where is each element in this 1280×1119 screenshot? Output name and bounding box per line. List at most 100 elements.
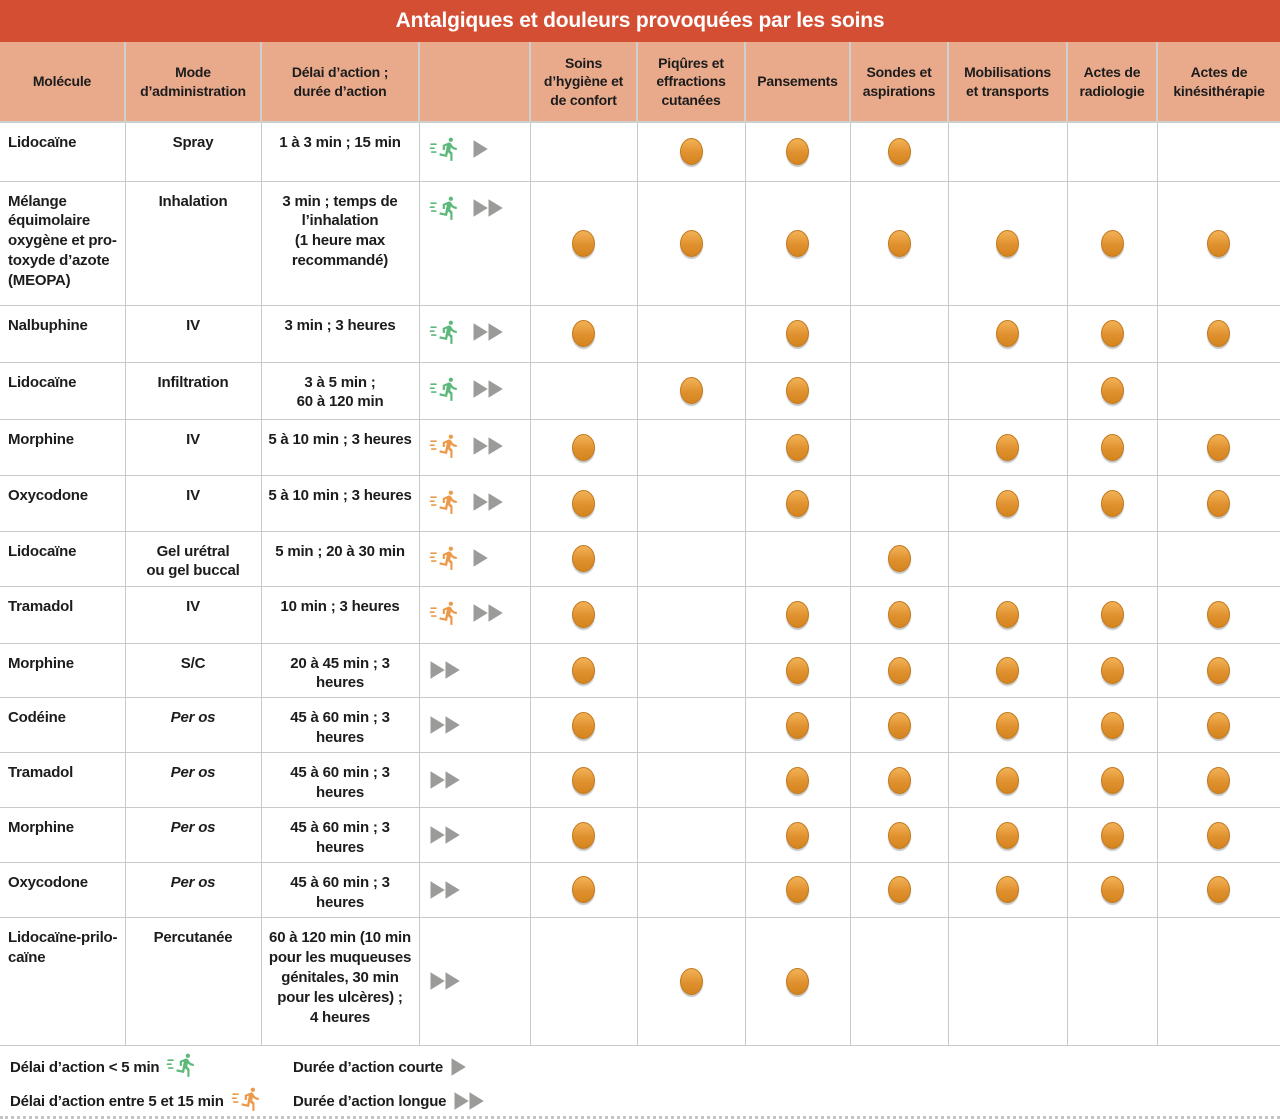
care-indication-cell — [849, 585, 949, 644]
fast-runner-icon — [429, 377, 457, 401]
antalgiques-table: Molécule Mode d’administration Délai d’a… — [0, 42, 1280, 1046]
care-indication-cell — [529, 752, 638, 809]
care-indication-cell — [947, 180, 1068, 306]
indication-dot — [996, 433, 1019, 461]
care-indication-cell — [947, 304, 1068, 363]
indication-dot — [679, 377, 703, 404]
table-row: Lidocaïne Infiltration 3 à 5 min ; 60 à 12… — [0, 361, 1280, 420]
table-body: Lidocaïne Spray 1 à 3 min ; 15 min Mélange… — [0, 121, 1280, 1046]
care-indication-cell — [529, 585, 638, 644]
care-indication-cell — [1066, 180, 1158, 306]
duration-triangle-icon — [445, 972, 460, 991]
care-indication-cell — [529, 916, 638, 1046]
care-indication-cell — [744, 752, 851, 809]
indication-dot — [996, 601, 1019, 628]
indication-dot — [786, 821, 809, 849]
short-duration-icon — [472, 139, 489, 159]
col-header-sondes: Sondes et aspirations — [849, 42, 949, 123]
medium-runner-icon — [429, 490, 457, 514]
icon-group — [429, 660, 530, 680]
care-indication-cell — [849, 752, 949, 809]
care-indication-cell — [947, 752, 1068, 809]
medium-runner-icon — [429, 546, 457, 570]
molecule-cell: Lidocaïne — [0, 121, 126, 182]
indication-dot — [679, 138, 703, 166]
speed-duration-icons-cell — [418, 530, 531, 587]
care-indication-cell — [1156, 180, 1280, 306]
duration-triangle-icon — [473, 492, 488, 511]
speed-duration-icons-cell — [418, 121, 531, 182]
care-indication-cell — [849, 180, 949, 306]
care-indication-cell — [636, 752, 746, 809]
care-indication-cell — [1156, 121, 1280, 182]
care-indication-cell — [529, 180, 638, 306]
care-indication-cell — [1156, 752, 1280, 809]
duration-triangle-icon — [430, 661, 445, 680]
mode-cell: Spray — [124, 121, 262, 182]
indication-dot — [786, 377, 809, 404]
legend-item-long: Durée d’action longue — [293, 1087, 485, 1116]
care-indication-cell — [636, 361, 746, 420]
short-duration-icon — [472, 548, 489, 568]
speed-duration-icons-cell — [418, 304, 531, 363]
long-duration-icon — [472, 379, 504, 399]
indication-dot — [786, 601, 809, 628]
duration-triangle-icon — [445, 716, 460, 735]
table-row: Lidocaïne Spray 1 à 3 min ; 15 min — [0, 121, 1280, 182]
care-indication-cell — [744, 642, 851, 699]
care-indication-cell — [529, 361, 638, 420]
mode-cell: Per os — [124, 752, 262, 809]
legend-item-medium: Délai d’action entre 5 et 15 min — [10, 1087, 293, 1116]
indication-dot — [1100, 601, 1124, 628]
care-indication-cell — [947, 807, 1068, 863]
care-indication-cell — [636, 418, 746, 476]
care-indication-cell — [636, 304, 746, 363]
mode-cell: Gel urétral ou gel buccal — [124, 530, 262, 587]
care-indication-cell — [947, 585, 1068, 644]
indication-dot — [572, 766, 595, 794]
speed-duration-icons-cell — [418, 474, 531, 532]
care-indication-cell — [1066, 121, 1158, 182]
duration-triangle-icon — [430, 972, 445, 991]
indication-dot — [887, 766, 911, 794]
short-duration-icon — [450, 1057, 467, 1077]
indication-dot — [996, 821, 1019, 849]
mode-cell: Inhalation — [124, 180, 262, 306]
indication-dot — [1100, 229, 1124, 257]
icon-group — [429, 319, 530, 345]
table-title: Antalgiques et douleurs provoquées par l… — [0, 0, 1280, 42]
speed-duration-icons-cell — [418, 180, 531, 306]
duration-triangle-icon — [488, 198, 503, 217]
legend-fast-label: Délai d’action < 5 min — [10, 1058, 160, 1076]
indication-dot — [996, 766, 1019, 794]
delay-cell: 5 à 10 min ; 3 heures — [260, 418, 420, 476]
indication-dot — [572, 656, 595, 684]
legend-short-label: Durée d’action courte — [293, 1058, 443, 1076]
speed-duration-icons-cell — [418, 361, 531, 420]
indication-dot — [1207, 489, 1231, 517]
care-indication-cell — [849, 304, 949, 363]
care-indication-cell — [1066, 807, 1158, 863]
duration-triangle-icon — [451, 1058, 466, 1077]
care-indication-cell — [849, 361, 949, 420]
speed-duration-icons-cell — [418, 642, 531, 699]
icon-group — [429, 971, 530, 991]
indication-dot — [1207, 433, 1231, 461]
speed-duration-icons-cell — [418, 916, 531, 1046]
icon-group — [429, 715, 530, 735]
indication-dot — [1100, 711, 1124, 739]
speed-duration-icons-cell — [418, 697, 531, 754]
care-indication-cell — [947, 121, 1068, 182]
care-indication-cell — [744, 807, 851, 863]
care-indication-cell — [636, 642, 746, 699]
indication-dot — [1100, 876, 1124, 904]
fast-runner-icon — [429, 196, 457, 220]
legend-medium-runner-slot — [231, 1086, 265, 1116]
care-indication-cell — [529, 474, 638, 532]
care-indication-cell — [636, 474, 746, 532]
care-indication-cell — [849, 530, 949, 587]
indication-dot — [887, 876, 911, 904]
col-header-pansements: Pansements — [744, 42, 851, 123]
indication-dot — [572, 821, 595, 849]
